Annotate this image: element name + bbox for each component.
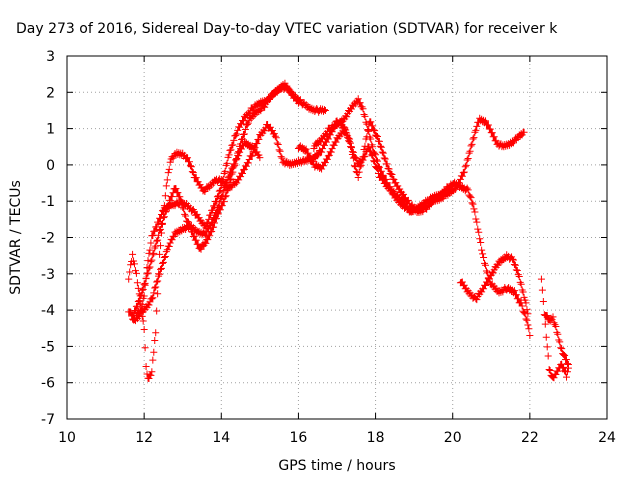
series-track-h [456, 251, 532, 318]
grid-lines [67, 56, 607, 419]
data-point-markers [132, 137, 264, 319]
series-track-i [537, 275, 572, 382]
x-tick-label: 16 [290, 430, 308, 446]
series-track-e [294, 114, 528, 217]
x-tick-label: 18 [367, 430, 385, 446]
data-point-markers [449, 178, 534, 340]
y-tick-label: -4 [41, 303, 55, 319]
y-tick-label: 1 [46, 122, 55, 138]
chart-title: Day 273 of 2016, Sidereal Day-to-day VTE… [16, 21, 558, 37]
x-tick-label: 14 [212, 430, 230, 446]
series-track-f [310, 95, 422, 216]
y-tick-label: -6 [41, 376, 55, 392]
y-tick-label: -5 [41, 339, 55, 355]
y-tick-label: -1 [41, 194, 55, 210]
data-point-markers [537, 275, 572, 382]
y-tick-label: -3 [41, 267, 55, 283]
x-axis-label: GPS time / hours [278, 458, 395, 474]
data-point-markers [541, 311, 572, 369]
data-point-markers [294, 114, 528, 217]
x-tick-label: 24 [598, 430, 616, 446]
y-tick-label: 3 [46, 49, 55, 65]
x-tick-label: 20 [444, 430, 462, 446]
series-track-d [132, 137, 264, 319]
x-tick-label: 22 [521, 430, 539, 446]
y-axis-label: SDTVAR / TECUs [8, 180, 24, 295]
y-tick-label: 0 [46, 158, 55, 174]
x-tick-label: 12 [135, 430, 153, 446]
series-track-g [449, 178, 534, 340]
data-points [125, 79, 572, 383]
x-tick-label: 10 [58, 430, 76, 446]
y-tick-label: -7 [41, 412, 55, 428]
y-tick-label: -2 [41, 231, 55, 247]
data-point-markers [456, 251, 532, 318]
y-tick-label: 2 [46, 85, 55, 101]
data-point-markers [310, 95, 422, 216]
series-track-j [541, 311, 572, 369]
